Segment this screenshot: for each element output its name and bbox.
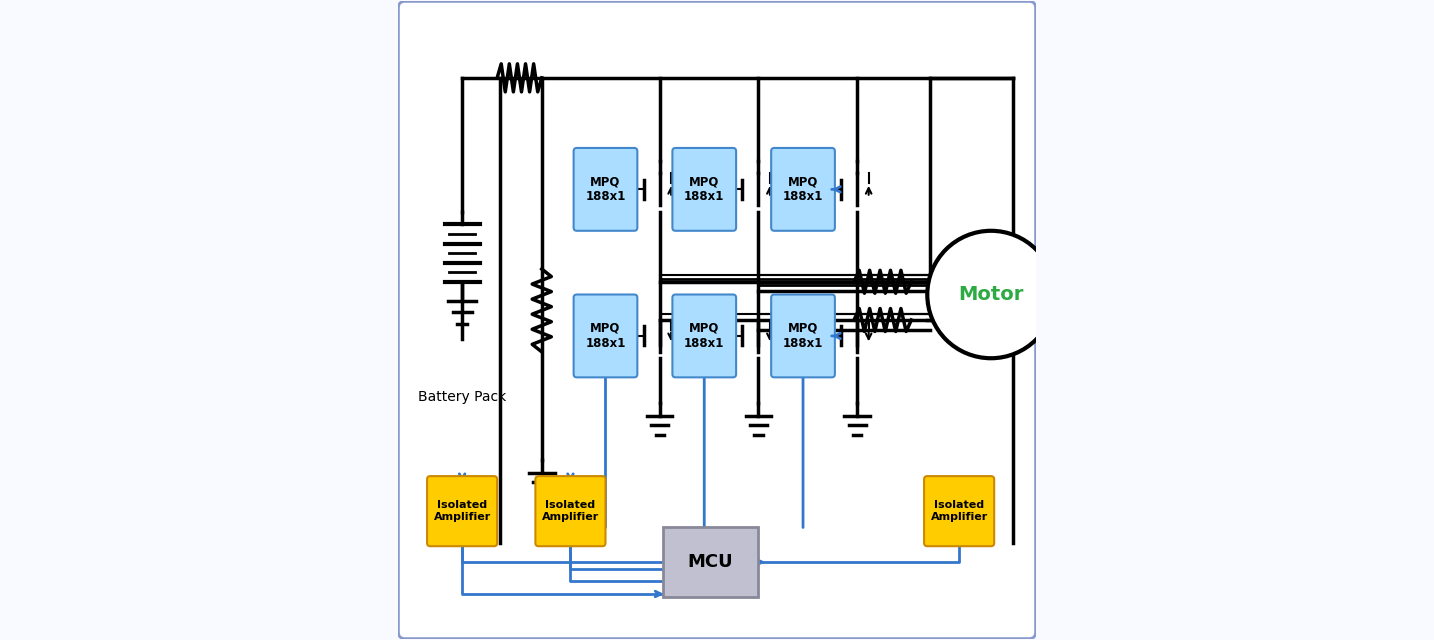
FancyBboxPatch shape bbox=[399, 1, 1035, 639]
Text: MPQ
188x1: MPQ 188x1 bbox=[684, 322, 724, 350]
Text: Isolated
Amplifier: Isolated Amplifier bbox=[433, 500, 490, 522]
Text: Battery Pack: Battery Pack bbox=[417, 390, 506, 404]
FancyBboxPatch shape bbox=[771, 148, 835, 231]
Text: MPQ
188x1: MPQ 188x1 bbox=[585, 175, 625, 204]
Text: MPQ
188x1: MPQ 188x1 bbox=[585, 322, 625, 350]
Text: Isolated
Amplifier: Isolated Amplifier bbox=[931, 500, 988, 522]
Text: Motor: Motor bbox=[958, 285, 1024, 304]
FancyBboxPatch shape bbox=[771, 294, 835, 378]
FancyBboxPatch shape bbox=[427, 476, 498, 546]
FancyBboxPatch shape bbox=[673, 294, 736, 378]
FancyBboxPatch shape bbox=[574, 294, 637, 378]
FancyBboxPatch shape bbox=[535, 476, 605, 546]
Text: MPQ
188x1: MPQ 188x1 bbox=[783, 175, 823, 204]
Text: MPQ
188x1: MPQ 188x1 bbox=[783, 322, 823, 350]
FancyBboxPatch shape bbox=[923, 476, 994, 546]
Text: MPQ
188x1: MPQ 188x1 bbox=[684, 175, 724, 204]
FancyBboxPatch shape bbox=[673, 148, 736, 231]
FancyBboxPatch shape bbox=[663, 527, 759, 597]
Text: Isolated
Amplifier: Isolated Amplifier bbox=[542, 500, 599, 522]
FancyBboxPatch shape bbox=[574, 148, 637, 231]
Circle shape bbox=[928, 231, 1055, 358]
Text: MCU: MCU bbox=[688, 553, 733, 571]
